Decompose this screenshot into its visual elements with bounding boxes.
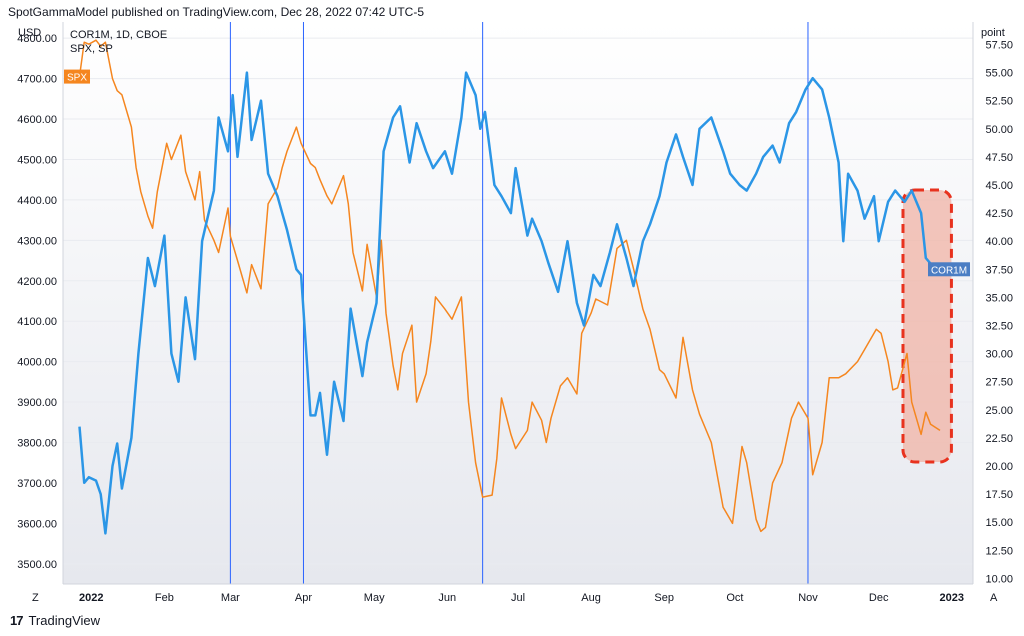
right-tick-label: 57.50 [985, 39, 1013, 51]
right-tick-label: 42.50 [985, 208, 1013, 220]
cor1m-tag-box [928, 262, 970, 277]
right-tick-label: 10.00 [985, 573, 1013, 585]
spx-tag-box [64, 69, 90, 84]
right-tick-label: 55.00 [985, 68, 1013, 80]
left-tick-label: 4600.00 [17, 114, 57, 126]
tradingview-brand[interactable]: TradingView [28, 613, 101, 628]
time-tick-label: Feb [155, 592, 174, 604]
time-tick-label: Nov [798, 592, 818, 604]
time-tick-label: 2022 [79, 592, 103, 604]
left-tick-label: 3700.00 [17, 478, 57, 490]
left-tick-label: 3900.00 [17, 397, 57, 409]
left-tick-label: 4400.00 [17, 195, 57, 207]
right-axis[interactable]: 10.00 12.50 15.00 17.50 20.00 22.50 25.00 27.50… [985, 39, 1013, 585]
left-axis[interactable]: 3500.00 3600.00 3700.00 3800.00 3900.00 4000.… [17, 33, 57, 571]
tradingview-logo-icon[interactable]: 17 [10, 613, 24, 628]
time-tick-label: Oct [726, 592, 743, 604]
right-tick-label: 22.50 [985, 433, 1013, 445]
right-tick-label: 17.50 [985, 489, 1013, 501]
left-tick-label: 4000.00 [17, 357, 57, 369]
right-tick-label: 27.50 [985, 377, 1013, 389]
footer: 17 TradingView [10, 613, 100, 628]
time-axis[interactable]: 2022 Feb Mar Apr May Jun Jul Aug Sep Oct Nov Dec 202… [79, 592, 964, 604]
chart[interactable]: 3500.00 3600.00 3700.00 3800.00 3900.00 4000.… [0, 0, 1024, 612]
right-tick-label: 20.00 [985, 461, 1013, 473]
right-tick-label: 40.00 [985, 236, 1013, 248]
left-tick-label: 4500.00 [17, 154, 57, 166]
left-tick-label: 4800.00 [17, 33, 57, 45]
series-group [78, 39, 941, 535]
time-tick-label: 2023 [940, 592, 964, 604]
right-tick-label: 30.00 [985, 349, 1013, 361]
auto-scale-corner[interactable]: A [990, 592, 998, 604]
right-tick-label: 45.00 [985, 180, 1013, 192]
time-tick-label: Apr [295, 592, 312, 604]
left-tick-label: 4100.00 [17, 316, 57, 328]
right-tick-label: 50.00 [985, 124, 1013, 136]
left-tick-label: 3800.00 [17, 437, 57, 449]
left-tick-label: 3600.00 [17, 518, 57, 530]
right-tick-label: 35.00 [985, 292, 1013, 304]
right-tick-label: 32.50 [985, 320, 1013, 332]
left-tick-label: 4700.00 [17, 74, 57, 86]
right-tick-label: 47.50 [985, 152, 1013, 164]
zoom-corner-left[interactable]: Z [32, 592, 39, 604]
right-tick-label: 37.50 [985, 264, 1013, 276]
right-unit-label: point [981, 27, 1005, 39]
right-tick-label: 12.50 [985, 545, 1013, 557]
left-tick-label: 3500.00 [17, 559, 57, 571]
plot-background [63, 22, 973, 584]
time-tick-label: May [364, 592, 385, 604]
right-tick-label: 15.00 [985, 517, 1013, 529]
publish-header: SpotGammaModel published on TradingView.… [8, 5, 425, 19]
left-tick-label: 4300.00 [17, 235, 57, 247]
time-tick-label: Aug [581, 592, 601, 604]
right-tick-label: 52.50 [985, 96, 1013, 108]
cor1m-tag-label: COR1M [931, 265, 967, 276]
left-tick-label: 4200.00 [17, 276, 57, 288]
time-tick-label: Mar [221, 592, 240, 604]
time-tick-label: Jul [511, 592, 525, 604]
highlight-box [901, 188, 953, 464]
time-tick-label: Jun [438, 592, 456, 604]
time-tick-label: Dec [869, 592, 889, 604]
time-tick-label: Sep [654, 592, 674, 604]
right-tick-label: 25.00 [985, 405, 1013, 417]
left-unit-label: USD [18, 27, 41, 39]
price-tags: SPX COR1M [64, 69, 970, 277]
highlight-region [901, 188, 953, 464]
legend-cor1m[interactable]: COR1M, 1D, CBOE [70, 29, 167, 41]
spx-tag-label: SPX [67, 73, 87, 84]
legend-spx[interactable]: SPX, SP [70, 43, 113, 55]
